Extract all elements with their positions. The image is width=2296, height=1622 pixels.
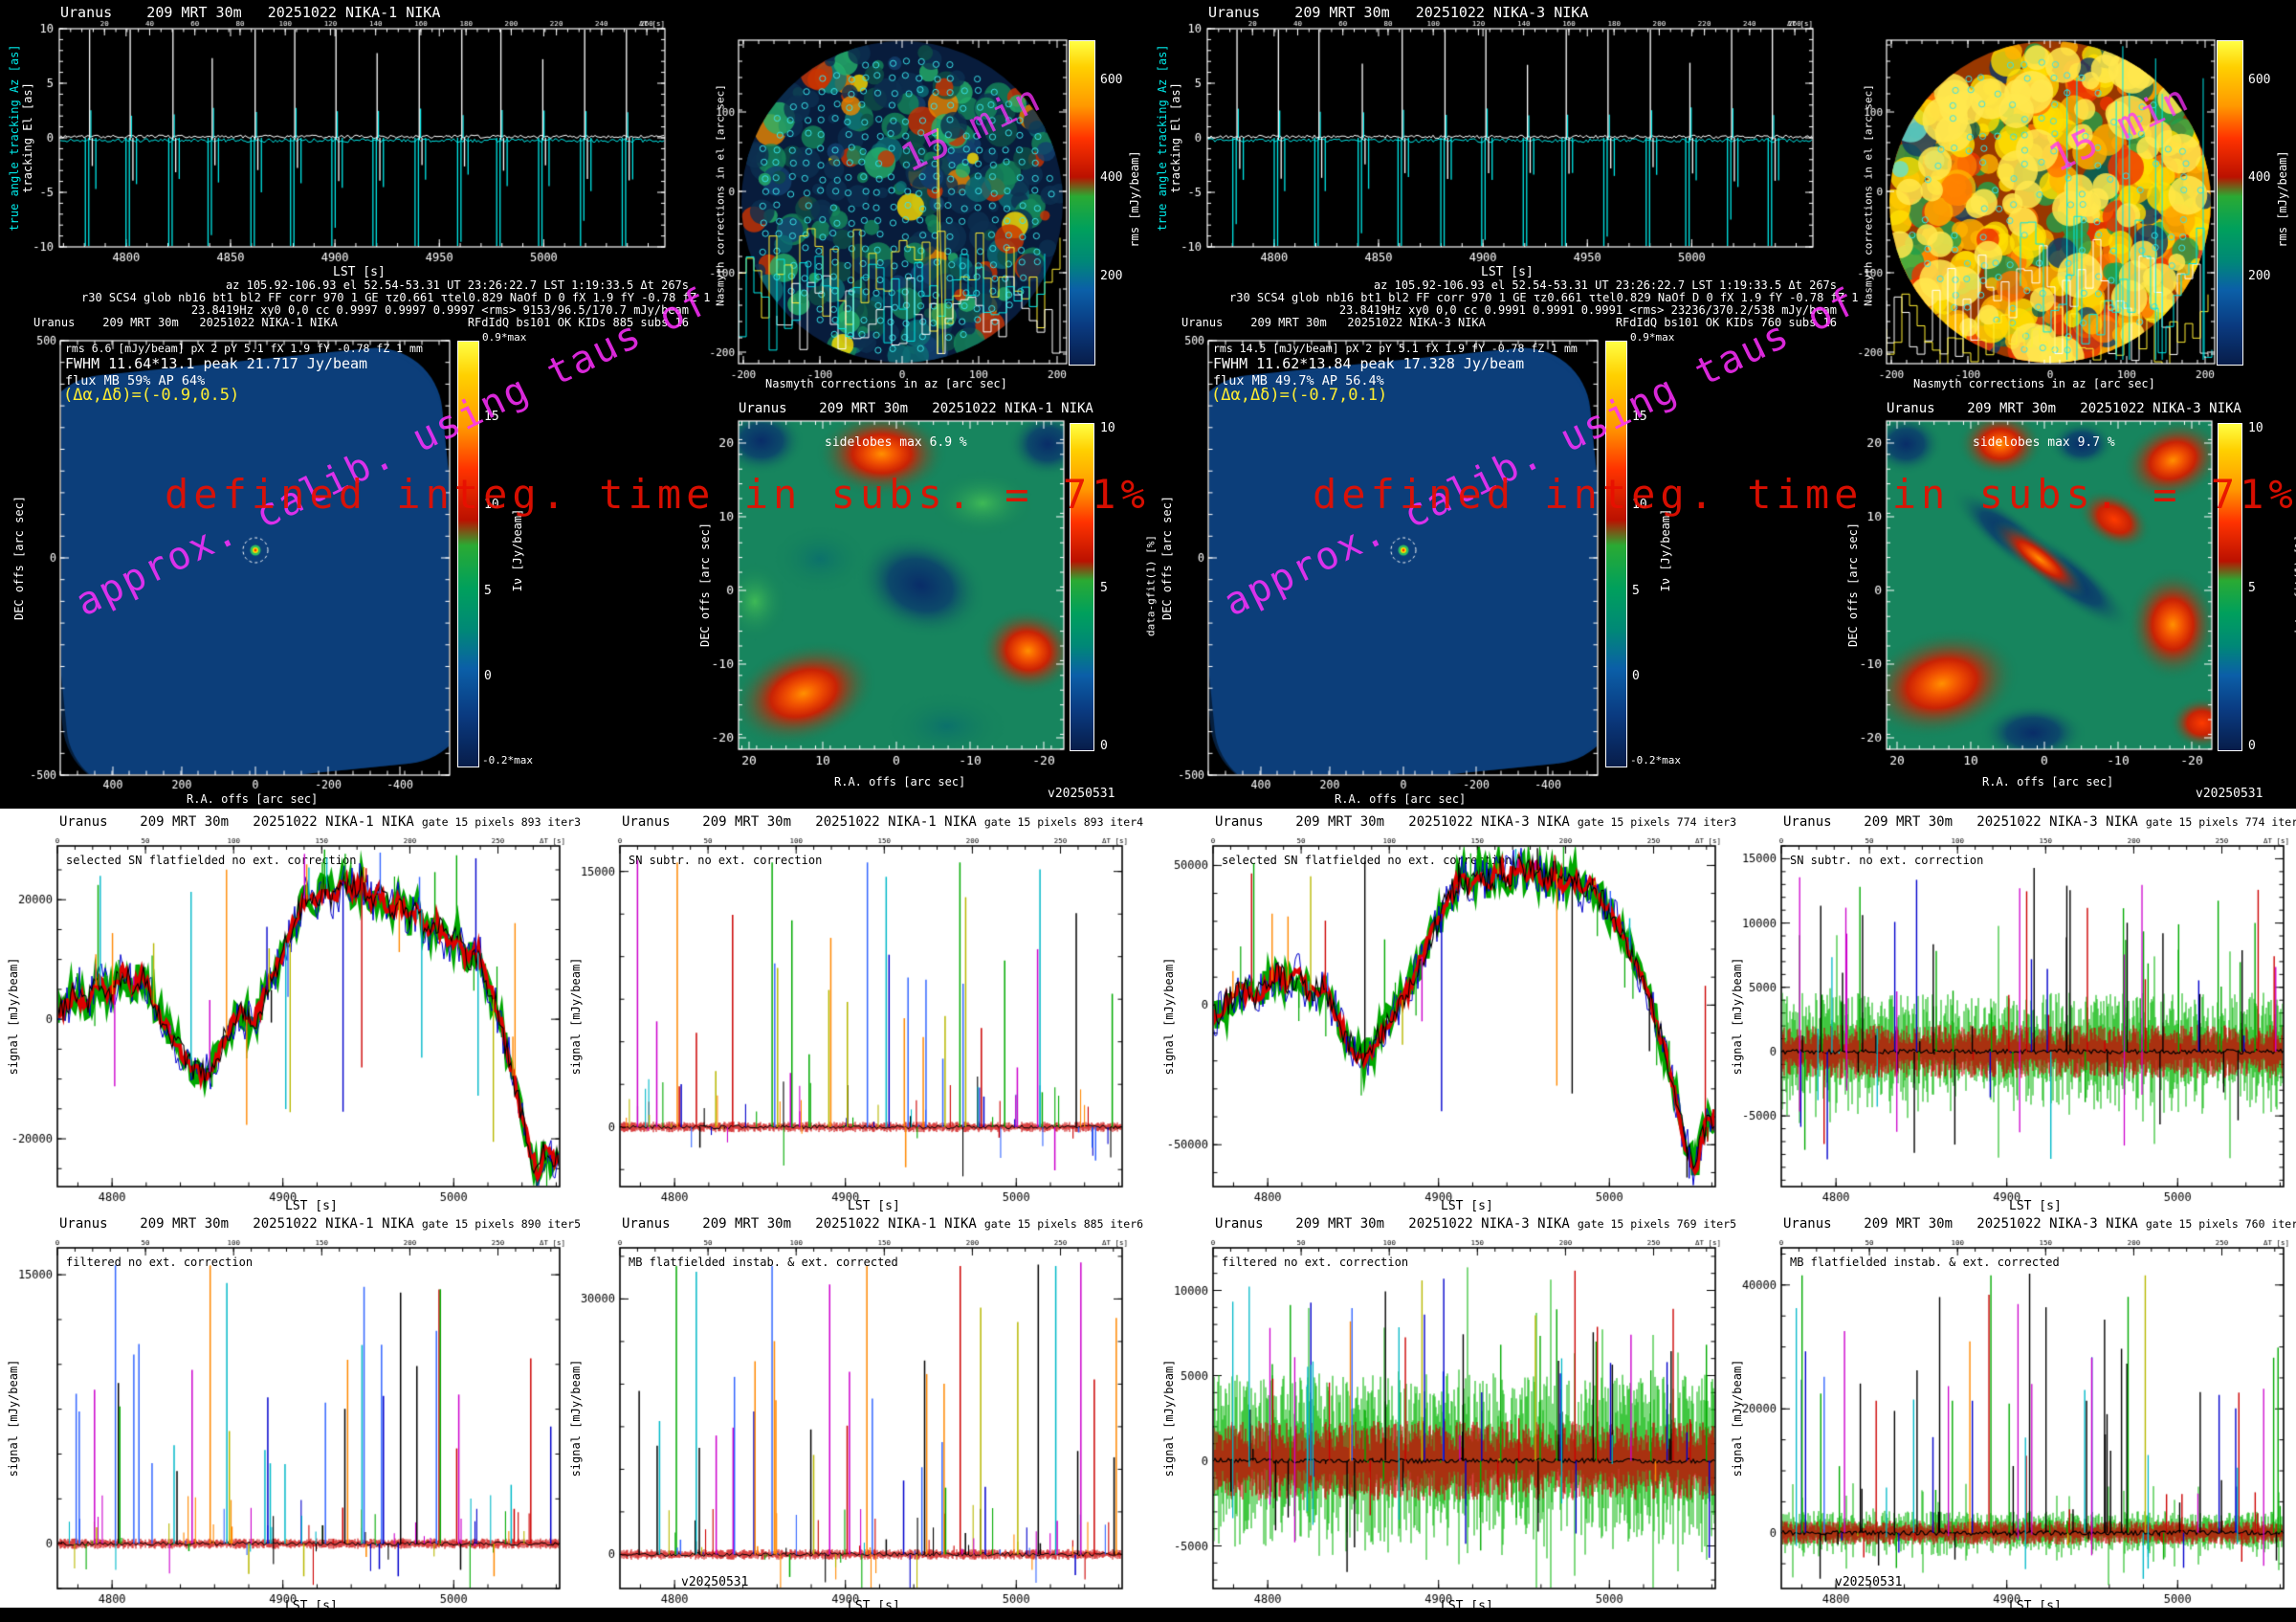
nasmyth-map-NIKA-3 [1858,13,2264,396]
bottom-plot-bottom-7 [1158,1225,1775,1622]
ts-ylabel-az-NIKA-3: true angle tracking Az [as] [1156,44,1169,231]
side-colorbar-NIKA-1 [1070,423,1094,751]
map-cb-bottom-NIKA-1: -0.2*max [482,754,533,767]
map-colorbar-NIKA-3 [1605,341,1627,767]
nasmyth-map-NIKA-1 [710,13,1116,396]
info-line4-right: RFdIdQ bs101 OK KIDs 760 subs 16 [1616,316,1837,329]
ts-plot-NIKA-1 [29,8,679,291]
info-line4-left: Uranus 209 MRT 30m 20251022 NIKA-1 NIKA [33,316,338,329]
bottom-plot-bottom-1 [2,823,619,1220]
map-cb-tick-1-NIKA-3: 10 [1632,498,1647,512]
nasmyth-xlabel-NIKA-3: Nasmyth corrections in az [arc sec] [1913,377,2155,390]
map-cb-tick-2-NIKA-1: 5 [484,584,492,598]
side-xlabel-NIKA-1: R.A. offs [arc sec] [834,775,965,789]
bottom-plot-bottom-2 [564,823,1181,1220]
nasmyth-cb-label-NIKA-3: rms [mJy/beam] [2276,150,2289,247]
map-ylabel-NIKA-1: DEC offs [arc sec] [12,496,26,620]
side-note-NIKA-3: sidelobes max 9.7 % [1973,435,2115,450]
ts-ylabel-el-NIKA-1: tracking El [as] [21,82,34,193]
map-colorbar-NIKA-1 [457,341,479,767]
map-cb-top-NIKA-1: 0.9*max [482,331,526,344]
version-bottom-left: v20250531 [681,1575,748,1589]
map-cb-label-NIKA-3: Iν [Jy/beam] [1659,509,1672,592]
map-cb-tick-3-NIKA-3: 0 [1632,669,1640,683]
map-cb-tick-3-NIKA-1: 0 [484,669,492,683]
nasmyth-colorbar-NIKA-3 [2217,40,2243,366]
side-cb-tick-1-NIKA-1: 5 [1100,581,1108,595]
info-line-2-NIKA-1: r30 SCS4 glob nb16 bt1 bl2 FF corr 970 1… [81,291,689,304]
map-cb-tick-2-NIKA-3: 5 [1632,584,1640,598]
side-cb-tick-0-NIKA-3: 10 [2248,421,2263,435]
side-ylabel-NIKA-3: DEC offs [arc sec] [1846,522,1860,647]
map-stats-2-NIKA-1: FWHM 11.64*13.1 peak 21.717 Jy/beam [65,355,367,372]
ts-xlabel-NIKA-1: LST [s] [333,265,386,279]
version-bottom-right: v20250531 [1835,1575,1902,1589]
map-offset-NIKA-3: (Δα,Δδ)=(-0.7,0.1) [1211,386,1387,405]
info-line-2-NIKA-3: r30 SCS4 glob nb16 bt1 bl2 FF corr 970 1… [1229,291,1837,304]
side-cb-tick-2-NIKA-3: 0 [2248,739,2256,753]
info-line4-right: RFdIdQ bs101 OK KIDs 885 subs 16 [468,316,689,329]
nasmyth-cb-label-NIKA-1: rms [mJy/beam] [1128,150,1141,247]
side-ylabel-NIKA-1: DEC offs [arc sec] [698,522,712,647]
nasmyth-cb-tick-2-NIKA-1: 200 [1100,269,1122,283]
info-line4-left: Uranus 209 MRT 30m 20251022 NIKA-3 NIKA [1181,316,1486,329]
map-cb-top-NIKA-3: 0.9*max [1630,331,1674,344]
bottom-plot-bottom-4 [1726,823,2296,1220]
side-cb-label-NIKA-1: data-gfit(1) [%] [1145,535,1158,636]
side-cb-tick-0-NIKA-1: 10 [1100,421,1115,435]
nasmyth-ylabel-NIKA-3: Nasmyth corrections in el [arc sec] [1863,84,1875,306]
bottom-plot-bottom-3 [1158,823,1775,1220]
nasmyth-colorbar-NIKA-1 [1069,40,1095,366]
map-ylabel-NIKA-3: DEC offs [arc sec] [1160,496,1174,620]
info-line-4-NIKA-3: Uranus 209 MRT 30m 20251022 NIKA-3 NIKA R… [1181,316,1837,329]
map-cb-tick-1-NIKA-1: 10 [484,498,499,512]
ts-ylabel-az-NIKA-1: true angle tracking Az [as] [8,44,21,231]
nasmyth-xlabel-NIKA-1: Nasmyth corrections in az [arc sec] [765,377,1007,390]
info-line-3-NIKA-3: 23.8419Hz xy0 0,0 cc 0.9991 0.9991 0.999… [1229,303,1837,317]
version-top-NIKA-3: v20250531 [2196,787,2263,801]
info-line-1-NIKA-1: az 105.92-106.93 el 52.54-53.31 UT 23:26… [81,278,689,292]
map-stats-1-NIKA-3: rms 14.5 [mJy/beam] pX 2 pY 5.1 fX 1.9 f… [1213,342,1578,355]
map-xlabel-NIKA-3: R.A. offs [arc sec] [1335,792,1466,806]
info-line-3-NIKA-1: 23.8419Hz xy0 0,0 cc 0.9997 0.9997 0.999… [81,303,689,317]
bottom-plot-bottom-5 [2,1225,619,1622]
ts-ylabel-el-NIKA-3: tracking El [as] [1169,82,1182,193]
side-note-NIKA-1: sidelobes max 6.9 % [825,435,967,450]
map-cb-bottom-NIKA-3: -0.2*max [1630,754,1681,767]
nasmyth-cb-tick-1-NIKA-3: 400 [2248,170,2270,185]
ts-xlabel-NIKA-3: LST [s] [1481,265,1534,279]
nasmyth-cb-tick-2-NIKA-3: 200 [2248,269,2270,283]
nasmyth-cb-tick-0-NIKA-1: 600 [1100,73,1122,87]
bottom-plot-bottom-6 [564,1225,1181,1622]
side-cb-tick-1-NIKA-3: 5 [2248,581,2256,595]
map-stats-1-NIKA-1: rms 6.6 [mJy/beam] pX 2 pY 5.1 fX 1.9 fY… [65,342,423,355]
info-line-1-NIKA-3: az 105.92-106.93 el 52.54-53.31 UT 23:26… [1229,278,1837,292]
side-xlabel-NIKA-3: R.A. offs [arc sec] [1982,775,2113,789]
map-cb-label-NIKA-1: Iν [Jy/beam] [511,509,524,592]
bottom-plot-bottom-8 [1726,1225,2296,1622]
ts-plot-NIKA-3 [1177,8,1827,291]
info-line-4-NIKA-1: Uranus 209 MRT 30m 20251022 NIKA-1 NIKA R… [33,316,689,329]
nasmyth-cb-tick-0-NIKA-3: 600 [2248,73,2270,87]
map-offset-NIKA-1: (Δα,Δδ)=(-0.9,0.5) [63,386,239,405]
map-cb-tick-0-NIKA-1: 15 [484,410,499,424]
side-cb-label-NIKA-3: data-gfit(1) [%] [2293,535,2296,636]
nasmyth-cb-tick-1-NIKA-1: 400 [1100,170,1122,185]
side-cb-tick-2-NIKA-1: 0 [1100,739,1108,753]
version-top-NIKA-1: v20250531 [1048,787,1115,801]
nasmyth-ylabel-NIKA-1: Nasmyth corrections in el [arc sec] [715,84,727,306]
map-stats-2-NIKA-3: FWHM 11.62*13.84 peak 17.328 Jy/beam [1213,355,1524,372]
map-cb-tick-0-NIKA-3: 15 [1632,410,1647,424]
side-colorbar-NIKA-3 [2218,423,2242,751]
map-xlabel-NIKA-1: R.A. offs [arc sec] [187,792,318,806]
